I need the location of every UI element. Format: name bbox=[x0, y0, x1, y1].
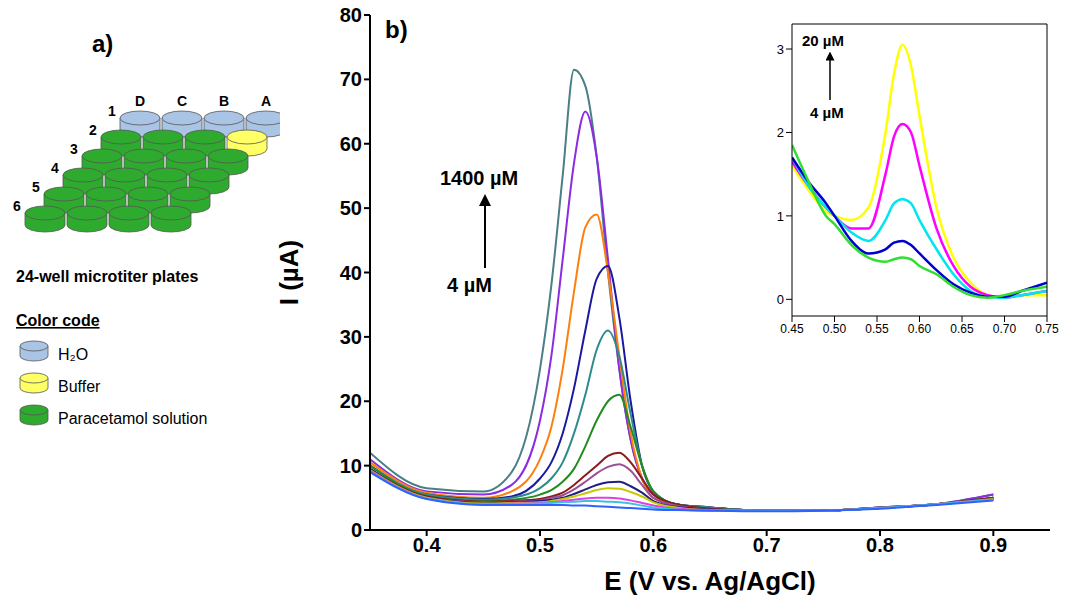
svg-text:0.65: 0.65 bbox=[950, 322, 974, 336]
svg-text:0: 0 bbox=[777, 292, 784, 307]
svg-text:H₂O: H₂O bbox=[58, 346, 88, 363]
svg-text:C: C bbox=[177, 93, 187, 109]
svg-text:1: 1 bbox=[777, 209, 784, 224]
svg-text:B: B bbox=[219, 93, 229, 109]
svg-text:1400 µM: 1400 µM bbox=[440, 167, 518, 189]
svg-text:0.9: 0.9 bbox=[979, 534, 1007, 556]
svg-text:3: 3 bbox=[70, 141, 78, 157]
svg-text:0.6: 0.6 bbox=[639, 534, 667, 556]
svg-text:Paracetamol solution: Paracetamol solution bbox=[58, 410, 207, 427]
svg-text:0.60: 0.60 bbox=[908, 322, 932, 336]
svg-text:E (V vs. Ag/AgCl): E (V vs. Ag/AgCl) bbox=[604, 566, 815, 596]
svg-text:I (µA): I (µA) bbox=[275, 240, 304, 306]
svg-text:0.70: 0.70 bbox=[993, 322, 1017, 336]
svg-text:0.55: 0.55 bbox=[865, 322, 889, 336]
svg-text:A: A bbox=[261, 93, 271, 109]
svg-text:40: 40 bbox=[340, 262, 362, 284]
svg-text:1: 1 bbox=[108, 103, 116, 119]
svg-text:a): a) bbox=[92, 30, 113, 57]
svg-text:4: 4 bbox=[51, 160, 59, 176]
svg-text:20: 20 bbox=[340, 390, 362, 412]
svg-text:70: 70 bbox=[340, 68, 362, 90]
svg-text:0.50: 0.50 bbox=[823, 322, 847, 336]
svg-text:0.5: 0.5 bbox=[526, 534, 554, 556]
svg-text:0.45: 0.45 bbox=[780, 322, 804, 336]
svg-text:0.8: 0.8 bbox=[866, 534, 894, 556]
svg-text:80: 80 bbox=[340, 4, 362, 26]
svg-text:2: 2 bbox=[89, 122, 97, 138]
svg-text:10: 10 bbox=[340, 455, 362, 477]
svg-text:20 µM: 20 µM bbox=[802, 32, 844, 49]
svg-text:0.7: 0.7 bbox=[753, 534, 781, 556]
svg-text:b): b) bbox=[385, 16, 408, 43]
svg-text:2: 2 bbox=[777, 125, 784, 140]
svg-text:4 µM: 4 µM bbox=[447, 274, 492, 296]
svg-text:0.4: 0.4 bbox=[413, 534, 442, 556]
svg-text:5: 5 bbox=[32, 179, 40, 195]
svg-text:0: 0 bbox=[351, 519, 362, 541]
svg-text:D: D bbox=[135, 93, 145, 109]
svg-text:4 µM: 4 µM bbox=[810, 104, 844, 121]
svg-text:30: 30 bbox=[340, 326, 362, 348]
svg-text:6: 6 bbox=[13, 198, 21, 214]
svg-text:0.75: 0.75 bbox=[1035, 322, 1059, 336]
svg-text:Color code: Color code bbox=[16, 312, 100, 329]
svg-text:3: 3 bbox=[777, 42, 784, 57]
svg-text:50: 50 bbox=[340, 197, 362, 219]
svg-text:24-well microtiter plates: 24-well microtiter plates bbox=[16, 268, 198, 285]
svg-text:60: 60 bbox=[340, 133, 362, 155]
svg-text:Buffer: Buffer bbox=[58, 378, 101, 395]
